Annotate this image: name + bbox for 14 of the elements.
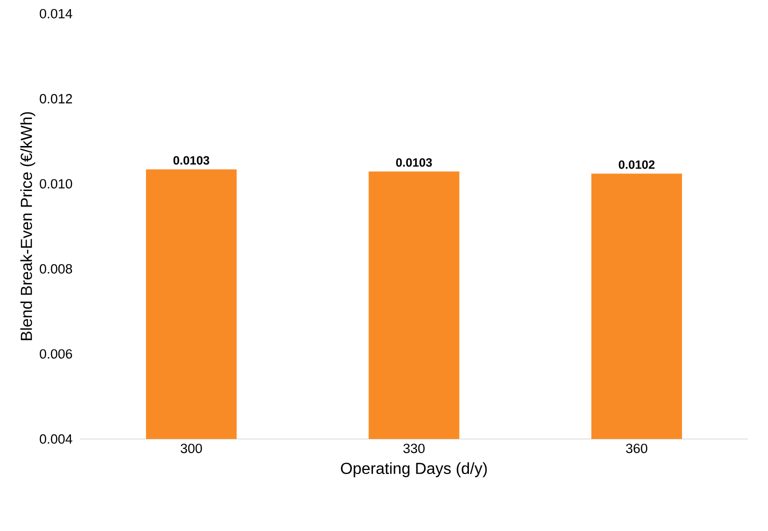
y-tick-label: 0.010 — [40, 179, 72, 189]
data-label: 0.0103 — [173, 156, 210, 165]
y-tick-label: 0.014 — [40, 8, 72, 18]
x-tick-label: 360 — [626, 444, 648, 454]
data-label: 0.0103 — [396, 158, 432, 167]
x-tick-label: 330 — [403, 444, 425, 454]
y-tick-label: 0.012 — [40, 94, 72, 104]
y-tick-label: 0.006 — [40, 349, 72, 359]
x-tick-label: 300 — [180, 444, 202, 454]
x-axis-title: Operating Days (d/y) — [340, 462, 487, 478]
y-axis-title: Blend Break-Even Price (€/kWh) — [20, 112, 36, 340]
y-tick-label: 0.004 — [40, 434, 72, 444]
y-tick-label: 0.008 — [40, 264, 72, 274]
data-label: 0.0102 — [618, 160, 655, 169]
